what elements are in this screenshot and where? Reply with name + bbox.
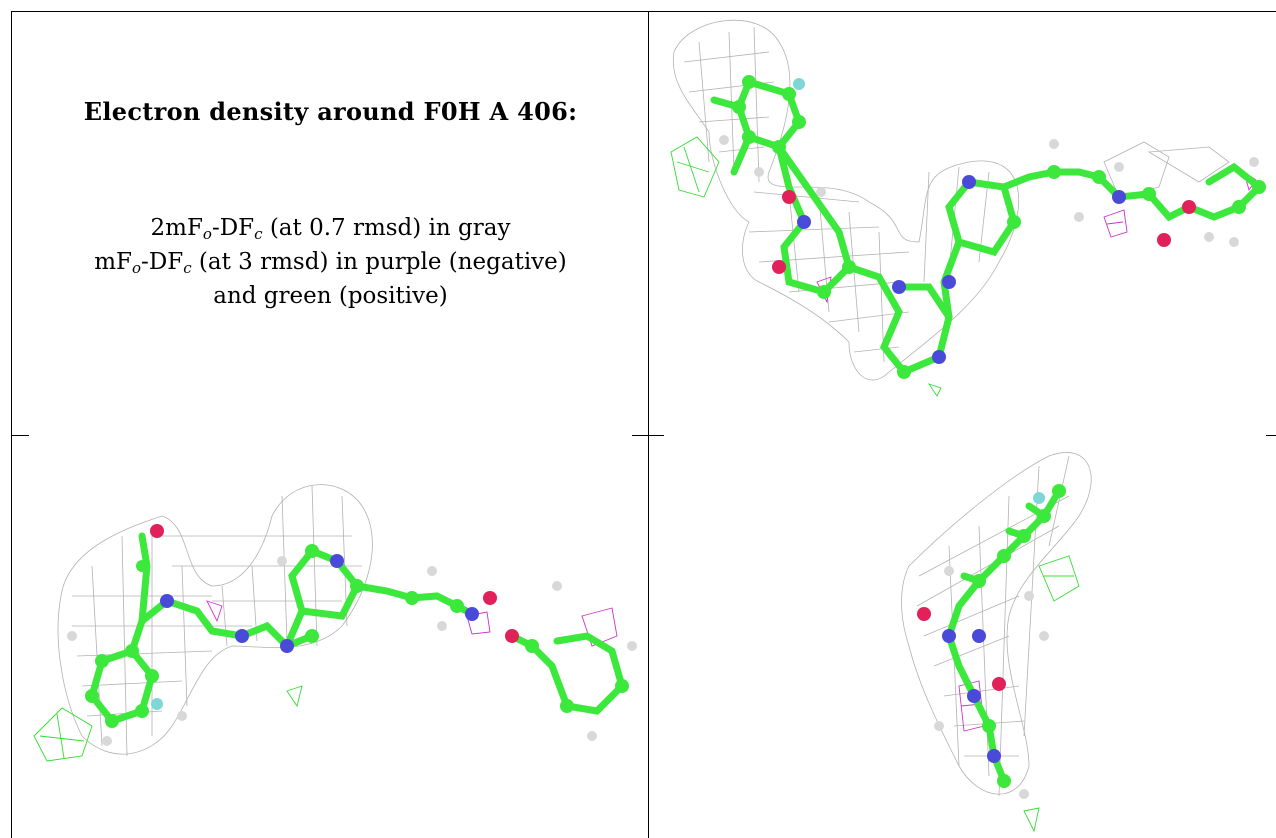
view-bottom-left (12, 436, 648, 838)
row-divider-left-tick (11, 435, 29, 436)
figure-title: Electron density around F0H A 406: (83, 97, 578, 126)
molecule-view-1 (670, 19, 1266, 397)
legend-gray-desc: (at 0.7 rmsd) in gray (262, 215, 511, 241)
view-top-right (649, 12, 1276, 435)
figure-table: Electron density around F0H A 406: 2mFo-… (11, 11, 1276, 838)
legend-line-gray: 2mFo-DFc (at 0.7 rmsd) in gray (12, 211, 648, 245)
table-top-border (11, 11, 1276, 12)
density-mesh-gray (672, 19, 1230, 381)
density-mesh-positive (670, 136, 942, 397)
legend-gray-df: -DF (211, 215, 255, 241)
row-divider-mid-tick (632, 435, 664, 436)
legend-gray-sub-o: o (202, 225, 212, 243)
density-mesh-positive (1023, 555, 1080, 833)
caption-cell: Electron density around F0H A 406: 2mFo-… (12, 12, 648, 435)
atoms (917, 484, 1066, 799)
atoms (67, 524, 637, 746)
legend-diff-map: mF (94, 249, 133, 275)
molecule-view-3 (901, 452, 1092, 833)
legend-gray-sub-c: c (254, 225, 263, 243)
table-middle-divider (648, 11, 649, 838)
legend-diff-sub-c: c (183, 259, 192, 277)
legend-diff-df: -DF (141, 249, 184, 275)
legend-line-difference: mFo-DFc (at 3 rmsd) in purple (negative) (12, 245, 648, 279)
density-legend: 2mFo-DFc (at 0.7 rmsd) in gray mFo-DFc (… (12, 211, 648, 313)
density-mesh-positive (33, 685, 303, 762)
row-divider-right-tick (1266, 435, 1276, 436)
atoms (719, 75, 1266, 379)
molecule-view-2 (33, 484, 637, 762)
legend-gray-map: 2mF (150, 215, 203, 241)
legend-diff-desc: (at 3 rmsd) in purple (negative) (191, 249, 567, 275)
table-left-border (11, 11, 12, 838)
legend-line-positive: and green (positive) (213, 283, 448, 309)
legend-diff-sub-o: o (132, 259, 142, 277)
density-mesh-gray (901, 452, 1092, 797)
view-bottom-right (649, 436, 1276, 838)
bonds (88, 532, 626, 726)
